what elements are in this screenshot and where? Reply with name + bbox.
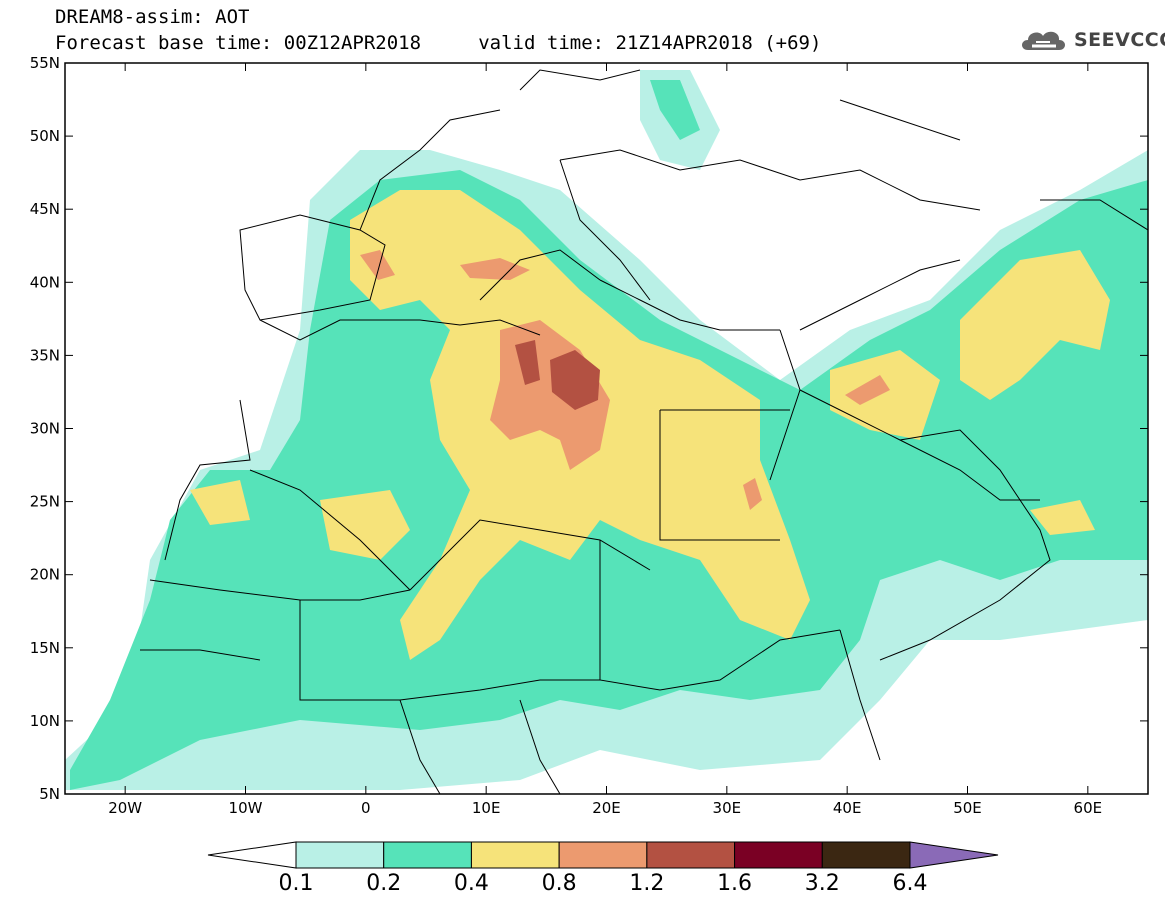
colorbar-swatch <box>470 841 560 869</box>
lon-tick-label: 50E <box>953 799 982 817</box>
longitude-axis: 20W 10W 0 10E 20E 30E 40E 50E 60E <box>108 63 1102 817</box>
colorbar-arrow-high <box>909 841 999 869</box>
colorbar-swatch <box>734 841 823 869</box>
lon-tick-label: 40E <box>833 799 862 817</box>
logo-text: SEEVCCC <box>1074 29 1165 51</box>
aot-contour-0.8-iraq <box>845 375 890 405</box>
lat-tick-label: 15N <box>30 639 60 657</box>
aot-contour-0.4-gulf <box>1030 500 1095 535</box>
colorbar-swatch <box>646 841 736 869</box>
lon-tick-label: 30E <box>713 799 742 817</box>
lon-tick-label: 10E <box>472 799 501 817</box>
forecast-times: Forecast base time: 00Z12APR2018 valid t… <box>55 32 822 54</box>
logo: SEEVCCC <box>1018 26 1165 54</box>
colorbar: 0.1 0.2 0.4 0.8 1.2 1.6 3.2 6.4 <box>207 841 999 896</box>
lat-tick-label: 40N <box>30 273 60 291</box>
lon-tick-label: 20W <box>108 799 142 817</box>
colorbar-label: 0.4 <box>454 871 489 896</box>
aot-contour-0.2-north <box>650 80 700 140</box>
lat-tick-label: 50N <box>30 127 60 145</box>
colorbar-label: 1.6 <box>717 871 752 896</box>
aot-contour-0.8-sudan <box>743 478 762 510</box>
aot-contour-0.8-iberia <box>360 250 395 280</box>
aot-contour-1.2-west <box>515 340 540 385</box>
aot-contour-1.2 <box>550 350 600 410</box>
colorbar-swatch <box>383 841 472 869</box>
colorbar-label: 1.2 <box>629 871 664 896</box>
colorbar-swatch <box>821 841 911 869</box>
aot-contour-0.4-arabia <box>960 250 1110 400</box>
lat-tick-label: 45N <box>30 200 60 218</box>
aot-contour-0.8-italy <box>460 258 530 280</box>
country-borders <box>140 69 1148 794</box>
chart-title: DREAM8-assim: AOT <box>55 6 250 28</box>
lon-tick-label: 10W <box>229 799 263 817</box>
latitude-axis: 55N 50N 45N 40N 35N 30N 25N 20N 15N 10N 5N <box>30 54 1148 803</box>
lat-tick-label: 30N <box>30 420 60 438</box>
colorbar-label: 0.8 <box>542 871 577 896</box>
aot-contour-0.4-east <box>830 350 940 440</box>
cloud-icon <box>1022 31 1065 50</box>
colorbar-arrow-low <box>207 841 297 869</box>
colorbar-label: 0.2 <box>366 871 401 896</box>
aot-contour-0.4-sahara <box>320 490 410 560</box>
lat-tick-label: 5N <box>39 785 60 803</box>
lat-tick-label: 10N <box>30 712 60 730</box>
lon-tick-label: 0 <box>361 799 371 817</box>
lat-tick-label: 20N <box>30 566 60 584</box>
colorbar-label: 6.4 <box>893 871 928 896</box>
aot-field <box>65 63 1148 794</box>
colorbar-label: 3.2 <box>805 871 840 896</box>
colorbar-swatch <box>558 841 648 869</box>
lat-tick-label: 25N <box>30 493 60 511</box>
aot-contour-0.4-west <box>190 480 250 525</box>
lat-tick-label: 55N <box>30 54 60 72</box>
lat-tick-label: 35N <box>30 346 60 364</box>
lon-tick-label: 20E <box>592 799 621 817</box>
colorbar-label: 0.1 <box>279 871 314 896</box>
colorbar-swatch <box>295 841 385 869</box>
lon-tick-label: 60E <box>1074 799 1103 817</box>
